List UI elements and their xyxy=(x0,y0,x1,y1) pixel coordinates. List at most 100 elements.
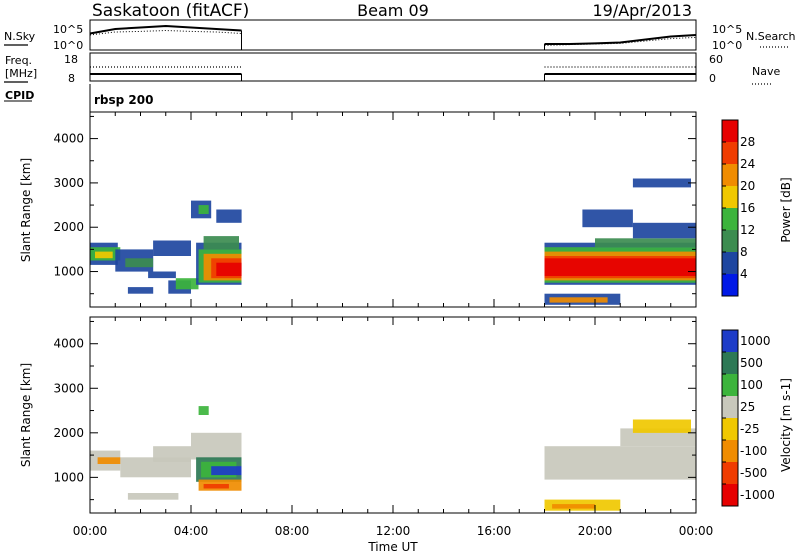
velocity-panel-cbtick-label-2: 100 xyxy=(740,378,763,392)
power-panel-cbtick-label-1: 24 xyxy=(740,157,755,171)
freq-tick-high: 18 xyxy=(64,53,78,66)
freq-tick-low: 8 xyxy=(68,72,75,85)
xtick-label-6: 00:00 xyxy=(679,524,714,538)
power-panel-cell-4 xyxy=(125,258,154,268)
power-panel-colorbar-seg-1 xyxy=(722,142,738,164)
xaxis-label: Time UT xyxy=(367,540,418,554)
series-nsearch-line-1 xyxy=(544,36,697,46)
velocity-panel-cell-16 xyxy=(632,419,691,433)
power-panel-cell-25 xyxy=(632,222,696,239)
power-panel: 1000 2000 3000 4000 Slant Range [km] 28 24 20… xyxy=(19,111,793,308)
velocity-panel-cbtick-label-1: 500 xyxy=(740,356,763,370)
velocity-panel-colorbar-seg-0 xyxy=(722,330,738,352)
cpid-panel: CPID rbsp 200 xyxy=(4,84,153,112)
power-panel-cbtick-label-5: 8 xyxy=(740,245,748,259)
power-panel-cell-2 xyxy=(95,251,113,259)
velocity-panel-colorbar-seg-5 xyxy=(722,440,738,462)
power-panel-ytick-label-0: 1000 xyxy=(53,265,84,279)
nsky-label: N.Sky xyxy=(4,30,36,43)
velocity-panel-ytick-label-0: 1000 xyxy=(53,470,84,484)
velocity-panel-colorbar-seg-7 xyxy=(722,484,738,506)
power-colorbar-label: Power [dB] xyxy=(779,177,793,242)
power-panel-colorbar-seg-3 xyxy=(722,186,738,208)
xtick-label-2: 08:00 xyxy=(275,524,310,538)
freq-unit: [MHz] xyxy=(5,67,37,80)
velocity-panel-cell-9 xyxy=(203,484,229,489)
power-panel-ytick-label-3: 4000 xyxy=(53,132,84,146)
power-panel-colorbar-seg-6 xyxy=(722,252,738,274)
velocity-panel-colorbar-seg-3 xyxy=(722,396,738,418)
nsky-tick-high: 10^5 xyxy=(53,23,83,36)
velocity-panel-cbtick-label-5: -100 xyxy=(740,444,767,458)
freq-series-group xyxy=(90,66,696,81)
series-nsky-line-1 xyxy=(544,34,697,45)
velocity-panel-cell-4 xyxy=(127,493,179,500)
power-panel-cbtick-label-4: 12 xyxy=(740,223,755,237)
power-panel-colorbar-seg-7 xyxy=(722,274,738,296)
nsearch-tick-low: 10^0 xyxy=(712,39,742,52)
velocity-panel-cell-2 xyxy=(153,446,191,462)
velocity-ylabel: Slant Range [km] xyxy=(19,363,33,467)
velocity-panel-cell-10 xyxy=(97,457,121,464)
freq-panel: Freq. [MHz] 18 8 60 0 Nave xyxy=(4,52,780,85)
xtick-label-4: 16:00 xyxy=(477,524,512,538)
power-panel-cell-18 xyxy=(216,209,242,223)
power-panel-cell-5 xyxy=(153,240,191,256)
power-panel-cbtick-label-3: 16 xyxy=(740,201,755,215)
noise-panel: N.Sky 10^5 10^0 10^5 10^0 N.Search xyxy=(4,19,796,52)
velocity-colorbar-label-text: Velocity [m s-1] xyxy=(779,378,793,472)
cpid-value: rbsp 200 xyxy=(94,93,153,107)
velocity-panel-cbtick-label-6: -500 xyxy=(740,466,767,480)
beam-title: Beam 09 xyxy=(357,1,429,20)
power-panel-cell-7 xyxy=(127,287,154,294)
series-nsearch-line-0 xyxy=(89,29,242,36)
velocity-panel-cbtick-label-7: -1000 xyxy=(740,488,775,502)
velocity-panel-cbtick-label-3: 25 xyxy=(740,400,755,414)
power-panel-ytick-label-2: 3000 xyxy=(53,176,84,190)
nave-label: Nave xyxy=(752,65,780,78)
power-panel-colorbar-seg-4 xyxy=(722,208,738,230)
xtick-label-1: 04:00 xyxy=(174,524,209,538)
power-panel-cell-26 xyxy=(582,209,633,228)
velocity-panel-cell-3 xyxy=(191,432,242,460)
nave-tick-low: 0 xyxy=(709,72,716,85)
power-panel-cell-6 xyxy=(148,271,176,279)
velocity-panel-colorbar-seg-4 xyxy=(722,418,738,440)
xtick-label-3: 12:00 xyxy=(376,524,411,538)
power-panel-cell-24 xyxy=(595,238,696,248)
cpid-label: CPID xyxy=(5,89,34,102)
power-panel-cell-9 xyxy=(175,278,199,290)
velocity-panel-colorbar-seg-6 xyxy=(722,462,738,484)
power-panel-cell-17 xyxy=(198,205,209,214)
velocity-panel-cell-11 xyxy=(198,406,209,415)
nsearch-label: N.Search xyxy=(746,30,796,43)
velocity-panel-cell-1 xyxy=(120,457,191,478)
velocity-panel-colorbar-seg-1 xyxy=(722,352,738,374)
power-panel-colorbar-seg-2 xyxy=(722,164,738,186)
velocity-colorbar-label: Velocity [m s-1] xyxy=(779,378,793,472)
xtick-label-5: 20:00 xyxy=(578,524,613,538)
station-title: Saskatoon (fitACF) xyxy=(92,1,249,21)
velocity-panel-cbtick-label-4: -25 xyxy=(740,422,760,436)
nsky-tick-low: 10^0 xyxy=(53,39,83,52)
power-panel-ytick-label-1: 2000 xyxy=(53,220,84,234)
freq-label: Freq. xyxy=(5,54,32,67)
velocity-panel-colorbar-seg-2 xyxy=(722,374,738,396)
power-ylabel: Slant Range [km] xyxy=(19,158,33,262)
velocity-panel-cell-12 xyxy=(544,446,696,480)
nave-tick-high: 60 xyxy=(709,53,723,66)
nsearch-tick-high: 10^5 xyxy=(712,23,742,36)
power-panel-cell-23 xyxy=(544,258,696,276)
power-panel-colorbar-seg-0 xyxy=(722,120,738,142)
xtick-label-0: 00:00 xyxy=(73,524,108,538)
velocity-panel: 1000 2000 3000 4000 00:00 04:00 08:00 12:00 16:0… xyxy=(19,316,793,554)
date-title: 19/Apr/2013 xyxy=(592,1,692,20)
velocity-panel-ytick-label-2: 3000 xyxy=(53,381,84,395)
power-panel-cbtick-label-2: 20 xyxy=(740,179,755,193)
power-panel-cbtick-label-0: 28 xyxy=(740,135,755,149)
velocity-panel-ytick-label-3: 4000 xyxy=(53,337,84,351)
velocity-panel-cbtick-label-0: 1000 xyxy=(740,334,771,348)
power-panel-cell-28 xyxy=(549,297,608,303)
power-panel-colorbar-seg-5 xyxy=(722,230,738,252)
